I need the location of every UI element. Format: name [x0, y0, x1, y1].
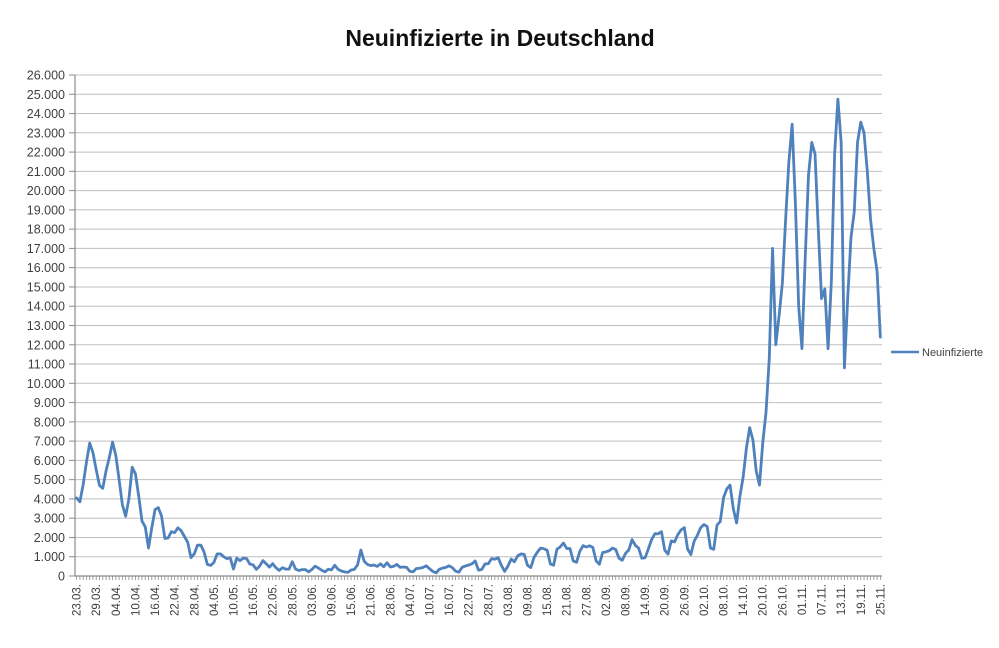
y-axis-label: 13.000: [27, 319, 65, 333]
x-axis-label: 29.03.: [91, 584, 103, 616]
y-axis-label: 6.000: [34, 454, 65, 468]
y-axis-label: 24.000: [27, 107, 65, 121]
x-axis-label: 20.09.: [660, 584, 672, 616]
y-axis-label: 3.000: [34, 512, 65, 526]
legend: Neuinfizierte: [891, 347, 983, 359]
y-axis-label: 20.000: [27, 184, 65, 198]
x-axis-label: 28.07.: [483, 584, 495, 616]
x-axis-label: 14.09.: [640, 584, 652, 616]
y-axis-labels-group: 0 1.000 2.000 3.000 4.000 5.000 6.000 7.000 8.00…: [27, 69, 65, 584]
x-axis-labels-group: 23.03. 29.03. 04.04. 10.04. 16.04. 22.04. 28.0…: [72, 584, 888, 616]
y-axis-label: 10.000: [27, 377, 65, 391]
series-group: [75, 97, 882, 575]
y-axis-label: 15.000: [27, 280, 65, 294]
x-axis-label: 04.07.: [405, 584, 417, 616]
x-axis-label: 03.08.: [503, 584, 515, 616]
x-axis-label: 02.10.: [699, 584, 711, 616]
x-axis-label: 16.04.: [150, 584, 162, 616]
y-axis-label: 4.000: [34, 492, 65, 506]
x-axis-label: 25.11.: [875, 584, 887, 615]
y-axis-label: 18.000: [27, 223, 65, 237]
x-axis-label: 15.06.: [346, 584, 358, 616]
x-axis-label: 22.04.: [170, 584, 182, 616]
legend-label: Neuinfizierte: [922, 347, 983, 359]
x-axis-label: 26.10.: [777, 584, 789, 616]
y-axis-label: 21.000: [27, 165, 65, 179]
x-axis-label: 08.09.: [621, 584, 633, 616]
x-axis-label: 14.10.: [738, 584, 750, 616]
x-axis-label: 28.04.: [189, 584, 201, 616]
x-axis-label: 09.06.: [326, 584, 338, 616]
y-axis-label: 12.000: [27, 338, 65, 352]
x-axis-label: 22.07.: [464, 584, 476, 616]
x-axis-label: 13.11.: [836, 584, 848, 615]
y-axis-label: 19.000: [27, 203, 65, 217]
y-axis-label: 16.000: [27, 261, 65, 275]
x-axis-label: 23.03.: [72, 584, 84, 616]
x-axis-label: 10.07.: [424, 584, 436, 616]
y-axis-label: 25.000: [27, 88, 65, 102]
x-axis-label: 28.06.: [385, 584, 397, 616]
x-axis-label: 10.05.: [228, 584, 240, 616]
axes-group: [69, 74, 882, 580]
y-axis-label: 9.000: [34, 396, 65, 410]
x-axis-label: 15.08.: [542, 584, 554, 616]
gridlines-group: [75, 74, 882, 558]
series-line-neuinfizierte: [75, 97, 882, 575]
y-axis-label: 22.000: [27, 146, 65, 160]
y-axis-label: 0: [58, 570, 65, 584]
x-axis-label: 27.08.: [581, 584, 593, 616]
x-axis-label: 26.09.: [679, 584, 691, 616]
y-axis-label: 23.000: [27, 126, 65, 140]
x-axis-label: 01.11.: [797, 584, 809, 615]
y-axis-label: 11.000: [28, 358, 65, 372]
x-axis-label: 04.04.: [111, 584, 123, 616]
y-axis-label: 26.000: [27, 69, 65, 83]
x-axis-label: 19.11.: [856, 584, 868, 615]
x-axis-label: 28.05.: [287, 584, 299, 616]
y-axis-label: 7.000: [34, 435, 65, 449]
y-axis-label: 8.000: [34, 415, 65, 429]
x-axis-label: 04.05.: [209, 584, 221, 616]
chart-title: Neuinfizierte in Deutschland: [345, 25, 654, 51]
x-axis-label: 20.10.: [758, 584, 770, 616]
x-axis-label: 02.09.: [601, 584, 613, 616]
x-axis-label: 16.05.: [248, 584, 260, 616]
x-axis-label: 03.06.: [307, 584, 319, 616]
y-axis-label: 17.000: [27, 242, 65, 256]
x-axis-label: 21.08.: [562, 584, 574, 616]
x-axis-label: 21.06.: [366, 584, 378, 616]
x-axis-label: 16.07.: [444, 584, 456, 616]
y-axis-label: 2.000: [34, 531, 65, 545]
y-axis-label: 5.000: [34, 473, 65, 487]
y-axis-label: 14.000: [27, 300, 65, 314]
x-axis-label: 10.04.: [130, 584, 142, 616]
x-axis-label: 07.11.: [817, 584, 829, 615]
y-axis-label: 1.000: [34, 550, 65, 564]
x-axis-label: 22.05.: [268, 584, 280, 616]
x-axis-label: 09.08.: [523, 584, 535, 616]
x-axis-label: 08.10.: [719, 584, 731, 616]
